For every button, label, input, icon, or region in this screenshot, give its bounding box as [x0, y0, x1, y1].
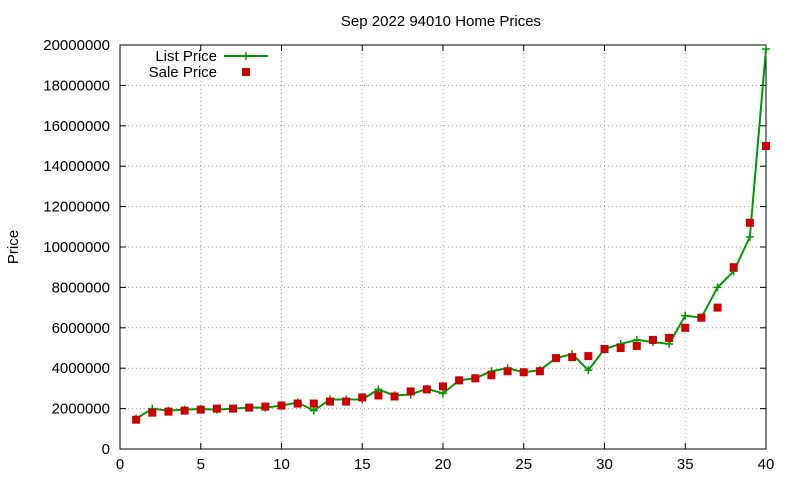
- sale-price-point: [229, 404, 238, 413]
- x-tick-label: 15: [354, 456, 371, 473]
- sale-price-point: [503, 367, 512, 376]
- x-tick-label: 35: [677, 456, 694, 473]
- sale-price-point: [762, 142, 770, 150]
- x-tick-label: 40: [758, 456, 775, 473]
- sale-price-point: [519, 368, 528, 377]
- sale-price-point: [584, 352, 593, 361]
- sale-price-point: [309, 399, 318, 408]
- sale-price-point: [697, 313, 706, 322]
- y-tick-label: 6000000: [52, 320, 110, 337]
- sale-price-point: [648, 335, 657, 344]
- axes: 0 5 10 15 20 25 30 35 40 0 2000000 4000000 6000000 80…: [43, 37, 774, 473]
- list-price-point: [439, 389, 447, 398]
- sale-price-point: [245, 403, 254, 412]
- x-tick-label: 30: [596, 456, 613, 473]
- sale-price-point: [406, 387, 415, 396]
- y-tick-label: 2000000: [52, 401, 110, 418]
- x-tick-label: 20: [435, 456, 452, 473]
- sale-price-point: [390, 392, 399, 401]
- list-price-point: [309, 406, 318, 415]
- y-tick-label: 0: [102, 441, 110, 458]
- sale-price-point: [261, 402, 270, 411]
- sale-price-point: [632, 341, 641, 350]
- sale-price-point: [600, 345, 609, 354]
- sale-price-point: [439, 382, 447, 391]
- sale-price-point: [713, 303, 722, 312]
- sale-price-point: [196, 405, 205, 414]
- sale-price-point: [665, 333, 674, 342]
- sale-price-point: [342, 397, 351, 406]
- series-layer: [132, 45, 770, 424]
- y-tick-label: 16000000: [43, 118, 110, 135]
- sale-price-point: [422, 385, 431, 394]
- x-tick-label: 25: [515, 456, 532, 473]
- sale-price-point: [212, 404, 221, 413]
- list-price-point: [762, 45, 770, 54]
- list-price-point: [681, 311, 690, 320]
- y-axis-label: Price: [5, 230, 22, 264]
- list-price-point: [745, 232, 754, 241]
- sale-price-point: [616, 344, 625, 352]
- sale-price-point: [358, 393, 367, 402]
- legend-marker-list-price: [242, 52, 250, 60]
- x-tick-label: 5: [197, 456, 205, 473]
- sale-price-point: [164, 407, 173, 416]
- y-tick-label: 20000000: [43, 37, 110, 54]
- sale-price-point: [374, 391, 383, 400]
- list-price-point: [713, 283, 722, 292]
- sale-price-point: [471, 374, 480, 383]
- y-tick-label: 12000000: [43, 199, 110, 216]
- list-price-line: [135, 48, 767, 420]
- list-price-series: [132, 45, 770, 423]
- sale-price-point: [535, 367, 544, 376]
- y-tick-label: 8000000: [52, 279, 110, 296]
- sale-price-point: [148, 408, 157, 417]
- legend-label-list-price: List Price: [155, 48, 217, 65]
- sale-price-point: [180, 406, 189, 415]
- sale-price-point: [681, 323, 690, 332]
- y-tick-label: 18000000: [43, 77, 110, 94]
- sale-price-point: [487, 371, 496, 380]
- sale-price-point: [455, 376, 464, 385]
- sale-price-point: [568, 353, 577, 362]
- y-tick-label: 14000000: [43, 158, 110, 175]
- sale-price-point: [729, 263, 738, 272]
- grid-lines: [120, 45, 766, 449]
- sale-price-point: [293, 399, 302, 408]
- sale-price-point: [132, 415, 141, 424]
- legend-label-sale-price: Sale Price: [149, 64, 217, 81]
- y-tick-label: 10000000: [43, 239, 110, 256]
- x-tick-label: 10: [273, 456, 290, 473]
- sale-price-point: [325, 397, 334, 406]
- legend-swatch-sale-price: [242, 68, 250, 76]
- sale-price-series: [132, 142, 770, 424]
- list-price-point: [584, 366, 593, 375]
- sale-price-point: [552, 354, 561, 363]
- sale-price-point: [745, 218, 754, 227]
- sale-price-point: [277, 401, 286, 410]
- chart-title: Sep 2022 94010 Home Prices: [341, 13, 541, 30]
- y-tick-label: 4000000: [52, 360, 110, 377]
- x-tick-label: 0: [116, 456, 124, 473]
